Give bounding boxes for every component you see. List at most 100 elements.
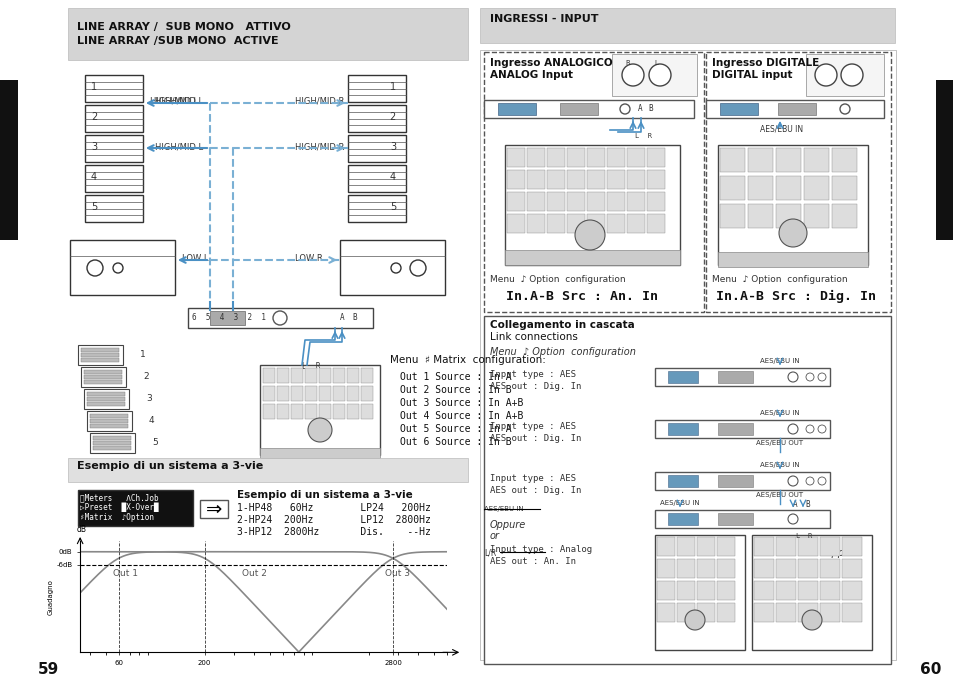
Bar [667, 475, 698, 487]
Text: Out 6 Source : In B: Out 6 Source : In B [399, 437, 511, 447]
Text: A: A [638, 104, 642, 113]
Text: AES/EBU IN: AES/EBU IN [760, 462, 799, 468]
Bar [92, 436, 131, 440]
Text: Out 1 Source : In A: Out 1 Source : In A [399, 372, 511, 382]
Bar [483, 100, 693, 118]
Bar [775, 537, 795, 556]
Circle shape [87, 260, 103, 276]
Bar [705, 100, 883, 118]
Text: Esempio di un sistema a 3-vie: Esempio di un sistema a 3-vie [77, 461, 263, 471]
Bar [626, 148, 644, 167]
Bar [778, 103, 815, 115]
Bar [718, 423, 752, 435]
Text: HIGH/MID R: HIGH/MID R [294, 97, 344, 106]
Text: 4: 4 [91, 172, 97, 182]
Circle shape [648, 64, 670, 86]
Bar [200, 500, 228, 518]
Text: A: A [339, 313, 344, 322]
Bar [718, 252, 867, 267]
Text: Input type : Analog: Input type : Analog [490, 545, 592, 554]
Text: 6  5  4  3  2  1: 6 5 4 3 2 1 [192, 313, 266, 322]
Bar [720, 148, 744, 172]
Bar [546, 192, 564, 211]
Circle shape [805, 373, 813, 381]
Bar [717, 603, 734, 622]
Bar [655, 368, 829, 386]
Circle shape [391, 263, 400, 273]
Bar [775, 603, 795, 622]
Bar [566, 170, 584, 189]
Text: B: B [804, 500, 809, 509]
Bar [747, 204, 772, 228]
Circle shape [787, 372, 797, 382]
Text: 4: 4 [149, 416, 154, 425]
Bar [831, 204, 856, 228]
Text: Out 5 Source : In A: Out 5 Source : In A [399, 424, 511, 434]
Bar [483, 52, 703, 312]
Bar [260, 448, 379, 458]
Bar [655, 510, 829, 528]
Text: AES/EBU IN: AES/EBU IN [760, 410, 799, 416]
Bar [263, 404, 274, 419]
Bar [526, 170, 544, 189]
Text: ⇒: ⇒ [206, 500, 222, 518]
Text: AES/EBU IN: AES/EBU IN [659, 500, 699, 506]
Text: AES out : Dig. In: AES out : Dig. In [490, 434, 580, 443]
Bar [318, 386, 331, 401]
Bar [820, 603, 840, 622]
Circle shape [779, 219, 806, 247]
Bar [348, 105, 406, 132]
Text: B: B [647, 104, 652, 113]
Bar [85, 165, 143, 192]
Bar [646, 214, 664, 233]
Bar [263, 386, 274, 401]
Bar [348, 165, 406, 192]
Text: L: L [794, 533, 799, 539]
Bar [606, 192, 624, 211]
Text: L  R: L R [302, 362, 320, 371]
Bar [667, 513, 698, 525]
Text: ▷Preset  █X-Over█: ▷Preset █X-Over█ [80, 503, 158, 512]
Text: HIGH/MID L: HIGH/MID L [150, 97, 198, 106]
Bar [210, 311, 245, 325]
Bar [718, 475, 752, 487]
Text: INGRESSI - INPUT: INGRESSI - INPUT [490, 14, 598, 24]
Bar [78, 490, 193, 526]
Text: HIGH/MID L: HIGH/MID L [154, 142, 203, 151]
Text: or: or [490, 531, 499, 541]
Bar [718, 145, 867, 265]
Text: ♯Matrix  ♪Option: ♯Matrix ♪Option [80, 513, 153, 522]
Bar [797, 537, 817, 556]
Bar [526, 214, 544, 233]
Bar [606, 148, 624, 167]
Text: Ingresso DIGITALE: Ingresso DIGITALE [711, 58, 819, 68]
Text: Out 4 Source : In A+B: Out 4 Source : In A+B [399, 411, 523, 421]
Text: 1: 1 [140, 350, 146, 359]
Bar [820, 559, 840, 578]
Bar [677, 603, 695, 622]
Bar [504, 250, 679, 265]
Bar [655, 472, 829, 490]
Text: Ingresso ANALOGICO: Ingresso ANALOGICO [490, 58, 612, 68]
Bar [81, 367, 126, 387]
Text: 3-HP12  2800Hz       Dis.    --Hz: 3-HP12 2800Hz Dis. --Hz [236, 527, 431, 537]
Bar [566, 192, 584, 211]
Text: 5: 5 [390, 202, 395, 212]
Bar [479, 8, 894, 43]
Circle shape [805, 425, 813, 433]
Bar [318, 404, 331, 419]
Text: 2: 2 [91, 112, 97, 122]
Circle shape [308, 418, 332, 442]
Bar [775, 559, 795, 578]
Bar [586, 214, 604, 233]
Text: 2: 2 [390, 112, 395, 122]
Text: Oppure: Oppure [490, 520, 526, 530]
Bar [347, 404, 358, 419]
Bar [566, 214, 584, 233]
Text: 3: 3 [146, 394, 152, 403]
Bar [318, 368, 331, 383]
Text: AES/EBU OUT: AES/EBU OUT [756, 492, 802, 498]
Bar [803, 176, 828, 200]
Bar [751, 535, 871, 650]
Bar [84, 389, 129, 409]
